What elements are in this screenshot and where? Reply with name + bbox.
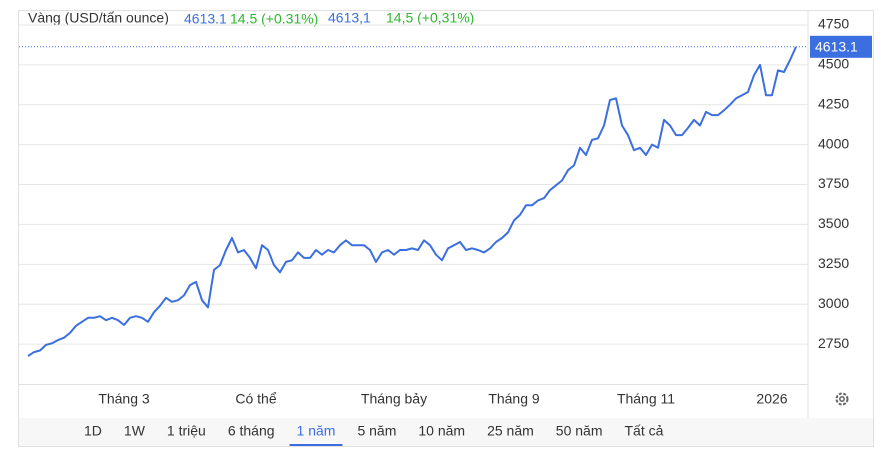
last-price-label: 4613.1 xyxy=(815,39,858,55)
x-tick-label: Có thể xyxy=(235,391,276,407)
y-tick-label: 3500 xyxy=(818,215,849,231)
price-line xyxy=(27,46,797,357)
price-alt: 4613,1 xyxy=(328,10,371,26)
range-bar xyxy=(19,418,873,446)
range-button[interactable]: 1D xyxy=(84,423,102,439)
frame xyxy=(18,10,874,447)
x-tick-label: Tháng 9 xyxy=(488,391,540,407)
range-button[interactable]: 25 năm xyxy=(487,423,534,439)
y-tick-label: 2750 xyxy=(818,335,849,351)
range-button[interactable]: 5 năm xyxy=(357,423,396,439)
range-button[interactable]: 50 năm xyxy=(556,423,603,439)
x-tick-label: Tháng 11 xyxy=(617,391,675,407)
price: 4613.1 xyxy=(184,11,227,27)
change-alt: 14,5 (+0,31%) xyxy=(386,10,474,26)
selected-underline xyxy=(289,444,343,446)
range-button[interactable]: 6 tháng xyxy=(228,423,275,439)
y-tick-label: 4000 xyxy=(818,135,849,151)
range-button[interactable]: 1 triệu xyxy=(167,423,206,439)
chart-title: Vàng (USD/tấn ounce) xyxy=(28,10,169,26)
y-tick-label: 4750 xyxy=(818,16,849,32)
x-tick-label: 2026 xyxy=(756,391,787,407)
range-button[interactable]: 1 năm xyxy=(297,423,336,439)
y-tick-label: 4500 xyxy=(818,56,849,72)
change: 14.5 (+0.31%) xyxy=(230,11,318,27)
x-tick-label: Tháng 3 xyxy=(98,391,150,407)
range-button[interactable]: Tất cả xyxy=(625,423,664,439)
y-tick-label: 3750 xyxy=(818,175,849,191)
y-tick-label: 4250 xyxy=(818,95,849,111)
range-button[interactable]: 10 năm xyxy=(418,423,465,439)
range-button[interactable]: 1W xyxy=(124,423,146,439)
y-tick-label: 3000 xyxy=(818,295,849,311)
settings-icon[interactable] xyxy=(835,392,849,406)
y-tick-label: 3250 xyxy=(818,255,849,271)
x-tick-label: Tháng bảy xyxy=(361,391,427,407)
last-price-box xyxy=(810,35,872,58)
